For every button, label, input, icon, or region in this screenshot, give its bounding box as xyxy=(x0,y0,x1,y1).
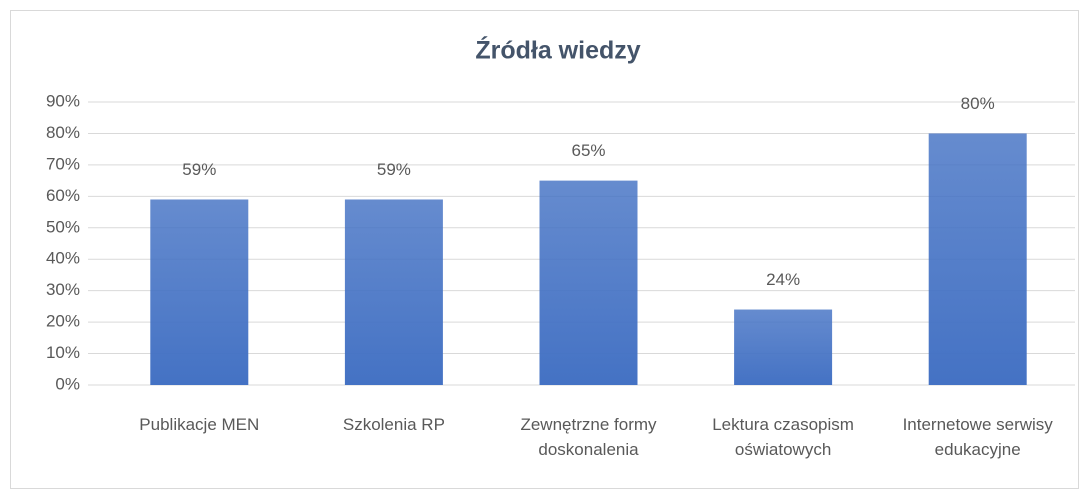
data-label: 24% xyxy=(766,270,800,289)
data-label: 59% xyxy=(182,160,216,179)
data-label: 59% xyxy=(377,160,411,179)
y-tick-label: 50% xyxy=(46,217,80,236)
y-tick-label: 30% xyxy=(46,280,80,299)
x-tick-label: Internetowe serwisy edukacyjne xyxy=(902,415,1053,459)
data-label: 80% xyxy=(961,94,995,113)
bar xyxy=(734,309,833,385)
y-tick-label: 20% xyxy=(46,312,80,331)
y-tick-label: 10% xyxy=(46,343,80,362)
y-tick-label: 70% xyxy=(46,154,80,173)
bar xyxy=(928,133,1027,385)
x-tick-label: Publikacje MEN xyxy=(139,415,260,434)
x-tick-label: Zewnętrzne formy doskonalenia xyxy=(520,415,657,459)
chart-title: Źródła wiedzy xyxy=(475,36,640,65)
y-tick-label: 40% xyxy=(46,249,80,268)
y-tick-label: 0% xyxy=(55,374,80,393)
x-tick-label: Lektura czasopism oświatowych xyxy=(712,415,854,459)
y-tick-label: 60% xyxy=(46,186,80,205)
x-tick-label: Szkolenia RP xyxy=(342,415,445,434)
bar xyxy=(344,199,443,385)
y-tick-label: 90% xyxy=(46,91,80,110)
bar xyxy=(150,199,249,385)
bar xyxy=(539,180,638,385)
y-tick-label: 80% xyxy=(46,123,80,142)
data-label: 65% xyxy=(571,141,605,160)
